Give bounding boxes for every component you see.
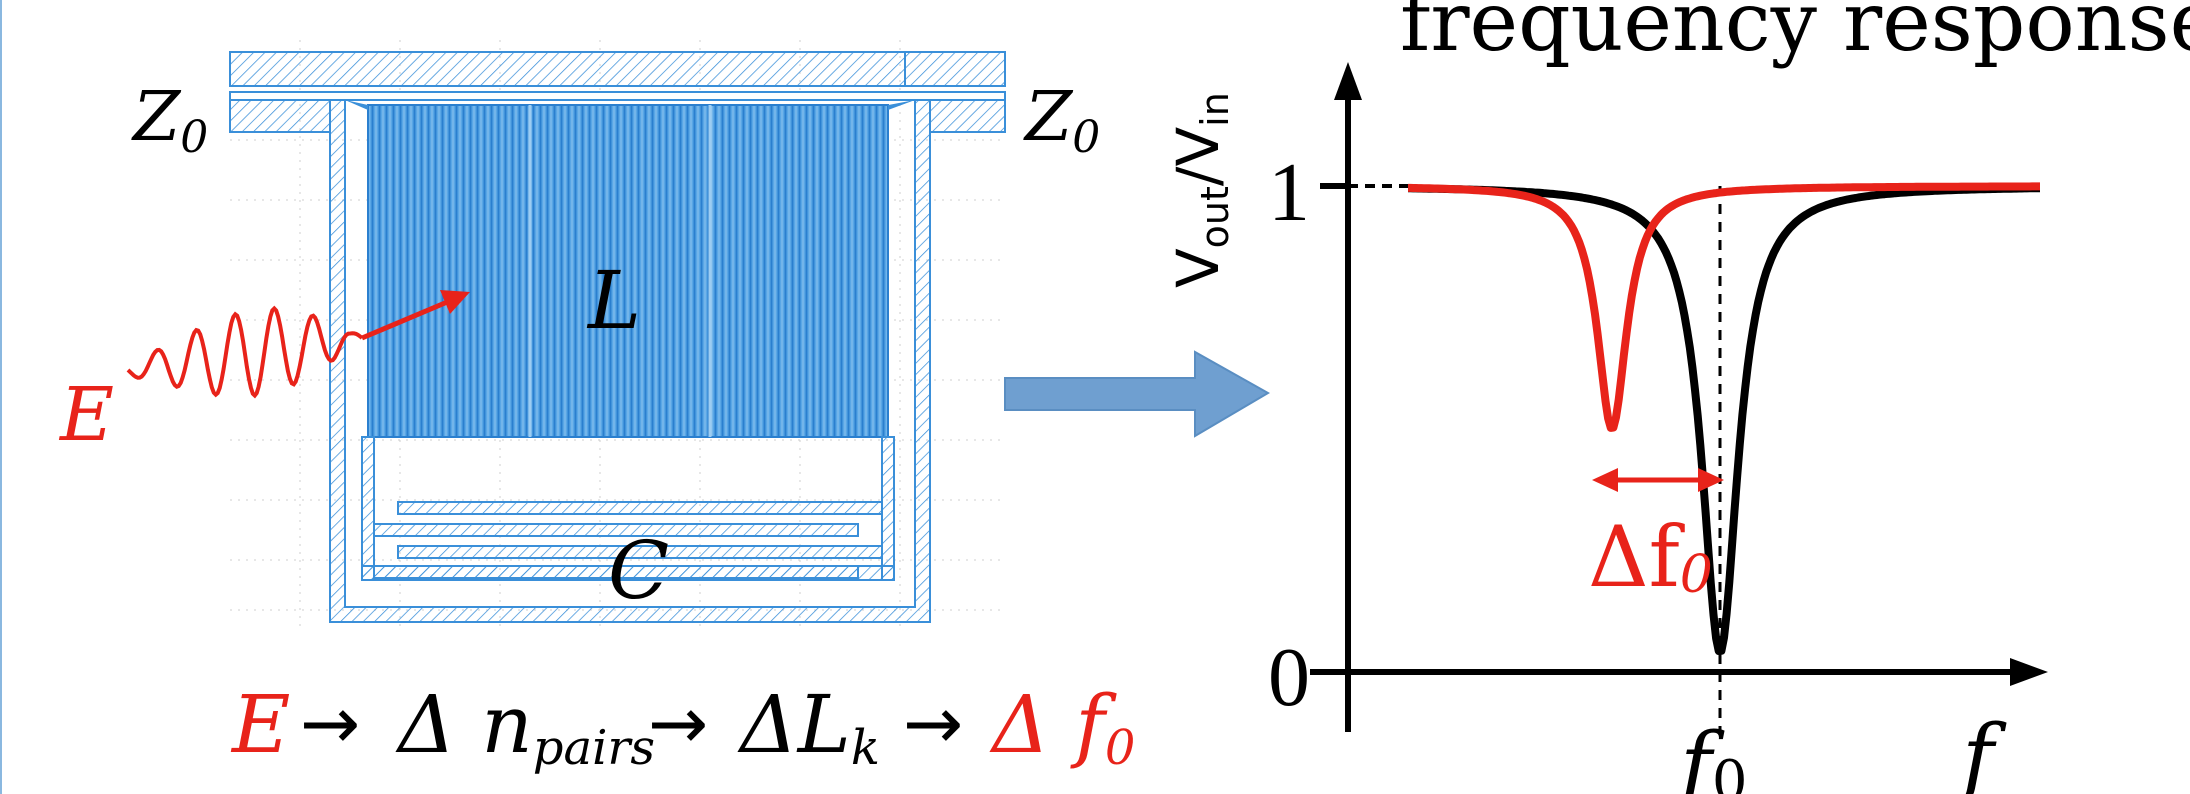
response-curve-original xyxy=(1406,184,2042,655)
field-arrow-shaft xyxy=(361,297,453,341)
transition-arrow xyxy=(1004,350,1271,438)
plot-title: frequency response xyxy=(1400,0,2190,70)
field-arrow-head xyxy=(440,290,470,314)
capacitor-label: C xyxy=(608,524,669,617)
shift-arrow-right-head xyxy=(1698,468,1724,492)
feedline-right-pad xyxy=(929,99,1006,133)
feedline-left-pad xyxy=(229,99,331,133)
x-label-f0: f0 xyxy=(1674,715,1747,794)
equation-part-lk: ΔLk xyxy=(737,678,880,776)
equation-part-df0: Δ f0 xyxy=(989,678,1135,776)
feedline-center xyxy=(229,91,1006,101)
y-axis-label: Vout/Vin xyxy=(1164,92,1237,288)
equation-part-e: E xyxy=(230,678,290,771)
equation: E → Δ npairs → ΔLk → Δ f0 xyxy=(230,678,1135,776)
x-label-f: f xyxy=(1956,707,2007,794)
ytick-label-1: 1 xyxy=(1268,146,1310,239)
equation-arrow-3: → xyxy=(903,681,963,765)
field-label: E xyxy=(58,372,114,458)
equation-arrow-1: → xyxy=(300,681,360,765)
equation-arrow-2: → xyxy=(648,681,708,765)
capacitor-fingers xyxy=(361,436,895,581)
port-left-label: Z0 xyxy=(131,78,208,163)
resonator-schematic: Z0 Z0 L C E xyxy=(58,40,1100,630)
inductor-label: L xyxy=(586,254,641,347)
feedline-top xyxy=(229,51,1006,87)
ytick-label-0: 0 xyxy=(1268,631,1310,724)
equation-part-npairs: Δ npairs xyxy=(395,678,655,776)
field-wave xyxy=(126,305,364,399)
frequency-response-plot: frequency response 1 0 Vout/Vin f0 f xyxy=(1164,0,2190,794)
port-right-label: Z0 xyxy=(1023,78,1100,163)
inductor-meander xyxy=(367,104,889,438)
shift-label: Δf0 xyxy=(1588,508,1713,606)
response-curve-shifted xyxy=(1406,182,2042,432)
y-axis-arrowhead xyxy=(1334,62,1362,100)
x-axis-arrowhead xyxy=(2010,658,2048,686)
shift-arrow-left-head xyxy=(1592,468,1618,492)
